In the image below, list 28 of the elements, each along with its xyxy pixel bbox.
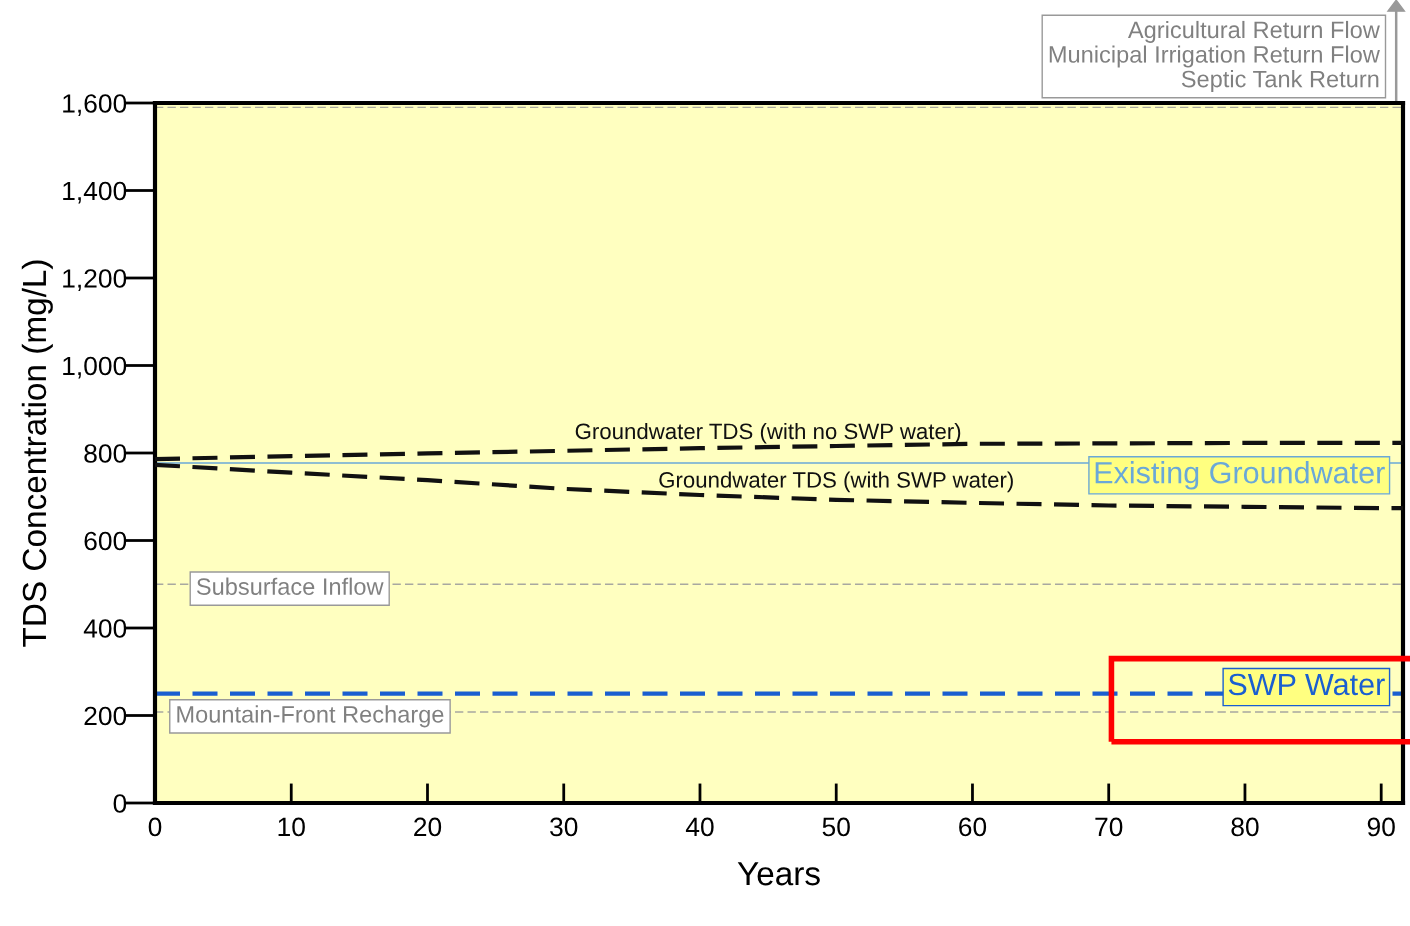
y-tick-label: 0 <box>113 794 127 813</box>
y-tick-label: 800 <box>84 444 127 463</box>
x-tick-label: 70 <box>1095 817 1123 837</box>
ref-line-label: SWP Water <box>1228 673 1385 696</box>
x-tick-label: 50 <box>822 817 850 837</box>
ref-line-label: Existing Groundwater <box>1095 461 1385 490</box>
y-tick-label: 1,600 <box>63 94 127 116</box>
y-tick-label: 600 <box>84 531 127 551</box>
y-tick-label: 1,000 <box>63 356 127 379</box>
ref-line-label: Mountain-Front Recharge <box>177 705 444 728</box>
ref-line-label: Agricultural Return Flow Municipal Irrigation Return Flow Septic Tank Return <box>1049 20 1380 93</box>
x-tick-label: 0 <box>148 817 162 837</box>
series-label: Groundwater TDS (with SWP water) <box>659 471 1013 493</box>
x-tick-label: 80 <box>1231 817 1259 837</box>
x-tick-label: 20 <box>414 817 442 837</box>
y-tick-label: 1,200 <box>63 269 127 291</box>
x-tick-label: 10 <box>278 817 305 837</box>
ref-line-label: Subsurface Inflow <box>196 577 384 595</box>
y-axis-title: TDS Concentration (mg/L) <box>21 260 53 647</box>
x-tick-label: 60 <box>959 817 987 837</box>
y-tick-label: 400 <box>83 619 127 638</box>
x-tick-label: 30 <box>550 817 578 837</box>
y-tick-label: 200 <box>84 706 127 726</box>
x-axis-title: Years <box>737 862 820 886</box>
series-label: Groundwater TDS (with no SWP water) <box>575 422 961 444</box>
y-tick-label: 1,400 <box>63 181 127 204</box>
x-tick-label: 40 <box>685 817 714 837</box>
x-tick-label: 90 <box>1367 817 1395 837</box>
